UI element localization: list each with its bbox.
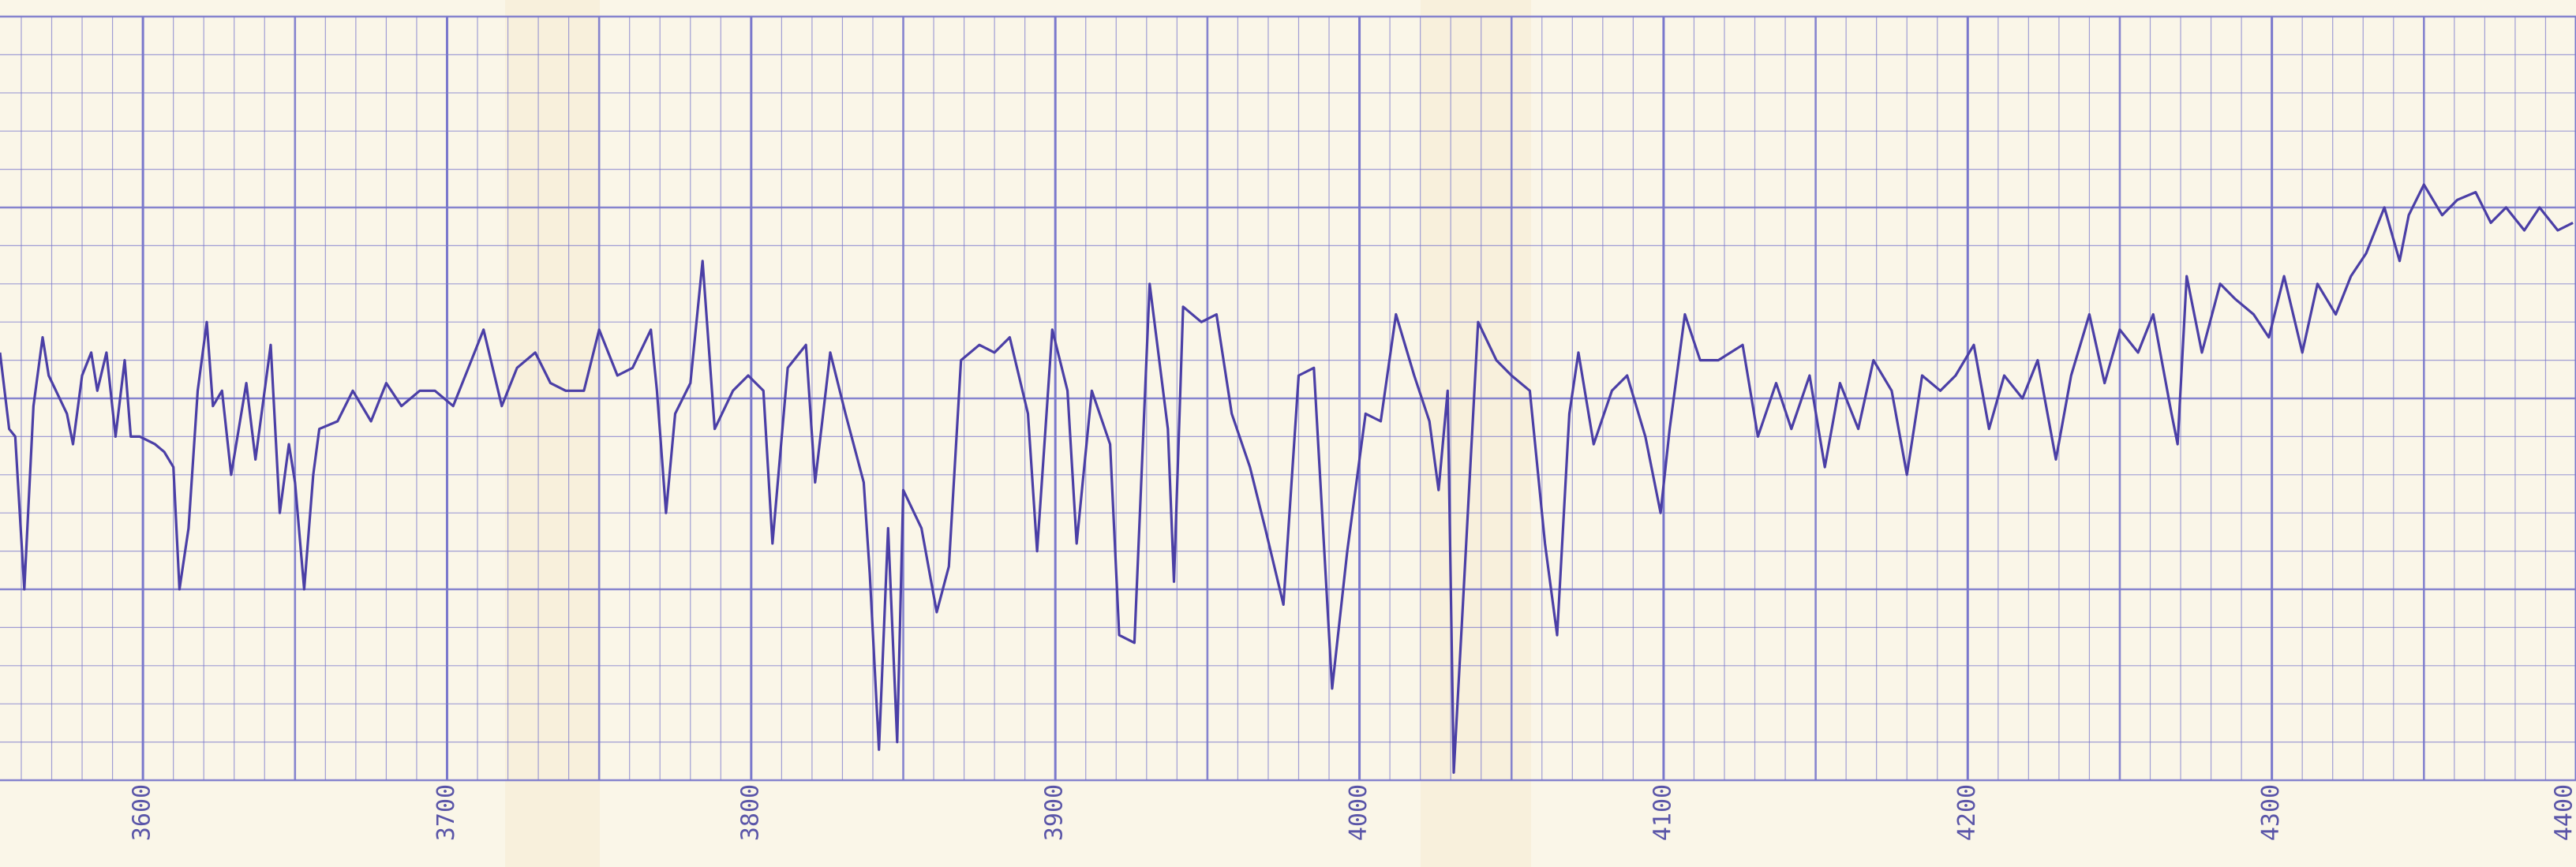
x-tick-label: 4300 [2257,784,2285,841]
x-tick-label: 4200 [1953,784,1981,841]
x-tick-label: 4400 [2551,784,2576,841]
x-tick-label: 4100 [1649,784,1676,841]
x-tick-label: 3800 [736,784,764,841]
paper-tint [1421,0,1531,867]
paper-tint [505,0,600,867]
x-tick-label: 3700 [432,784,460,841]
x-tick-label: 3600 [129,784,156,841]
x-tick-label: 3900 [1041,784,1069,841]
spectrum-line [0,183,2574,774]
x-tick-label: 4000 [1345,784,1372,841]
